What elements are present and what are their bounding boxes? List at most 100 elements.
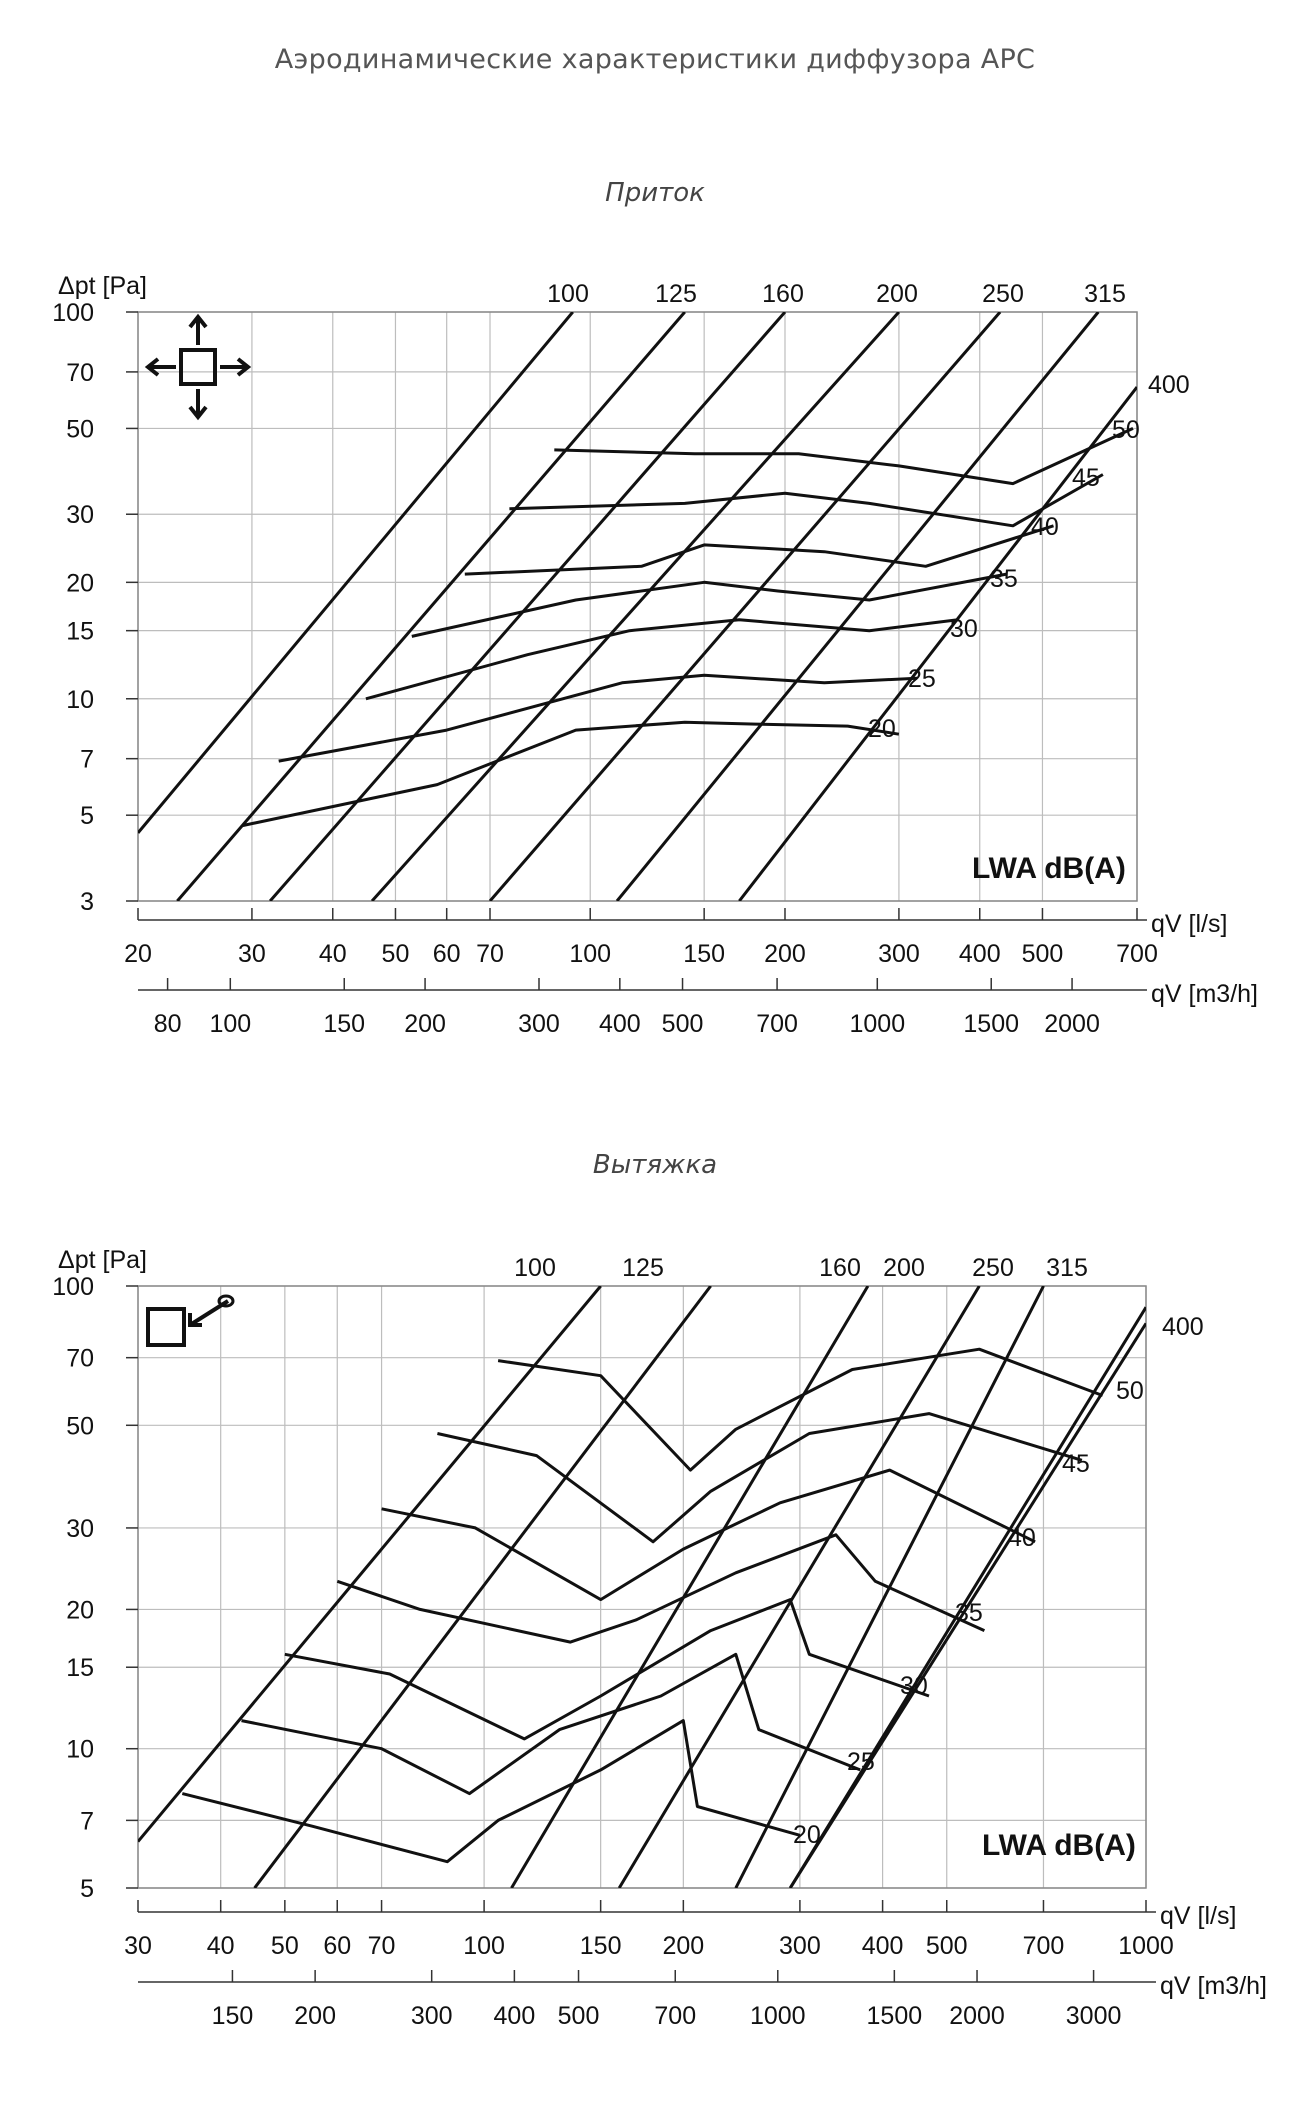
noise-line-35 [411,572,1007,638]
x2-tick-label: 100 [209,1010,251,1038]
x-tick-label: 60 [323,1932,351,1960]
y-tick-label: 3 [80,888,94,916]
x-tick-label: 300 [878,940,920,968]
size-line-160 [268,312,787,901]
x-tick-label: 50 [382,940,410,968]
noise-line-45 [509,473,1104,528]
right-label: 25 [847,1748,875,1776]
data-lines [138,312,1137,901]
noise-line-25 [241,1652,861,1796]
x2-axis-label: qV [m3/h] [1151,980,1258,1008]
right-label: 35 [990,565,1018,593]
x-tick-label: 100 [463,1932,505,1960]
x-tick-label: 70 [368,1932,396,1960]
right-label: 45 [1072,464,1100,492]
y-tick-label: 70 [66,359,94,387]
y-tick-label: 20 [66,569,94,597]
noise-line-30 [284,1598,930,1741]
section-title-extract: Вытяжка [592,1150,718,1180]
x2-tick-label: 1500 [867,2002,923,2030]
x-tick-label: 400 [959,940,1001,968]
right-label: 35 [955,1599,983,1627]
x-tick-label: 500 [1022,940,1064,968]
page-title: Аэродинамические характеристики диффузор… [274,44,1036,75]
size-line-125 [176,312,686,901]
size-line-100 [138,1286,602,1843]
data-lines [138,1286,1146,1888]
size-line-400 [788,1322,1146,1888]
size-label-top: 125 [622,1254,664,1282]
x2-tick-label: 1500 [963,1010,1019,1038]
y-axis-label: Δpt [Pa] [58,1246,147,1274]
size-label-top: 250 [972,1254,1014,1282]
noise-line-35 [336,1533,986,1644]
x2-tick-label: 2000 [949,2002,1005,2030]
right-label: 45 [1062,1450,1090,1478]
x2-tick-label: 500 [558,2002,600,2030]
plot-frame [137,1285,1147,1889]
x-tick-label: 400 [862,1932,904,1960]
y-tick-label: 10 [66,1736,94,1764]
y-tick-label: 20 [66,1596,94,1624]
x-tick-label: 40 [319,940,347,968]
noise-line-25 [278,673,918,763]
y-axis-label: Δpt [Pa] [58,272,147,300]
size-line-200 [617,1286,981,1888]
x-tick-label: 40 [207,1932,235,1960]
size-label-top: 315 [1084,280,1126,308]
size-label-top: 100 [547,280,589,308]
right-label: 30 [900,1672,928,1700]
y-tick-label: 100 [52,299,94,327]
x-tick-label: 20 [124,940,152,968]
x2-axis-label: qV [m3/h] [1160,1972,1267,2000]
y-tick-label: 5 [80,802,94,830]
x2-tick-label: 700 [654,2002,696,2030]
x2-tick-label: 500 [662,1010,704,1038]
y-tick-label: 50 [66,1412,94,1440]
x2-tick-label: 400 [494,2002,536,2030]
noise-line-40 [381,1468,1036,1602]
size-label-top: 250 [982,280,1024,308]
size-label-top: 200 [883,1254,925,1282]
x-tick-label: 60 [433,940,461,968]
x2-tick-label: 2000 [1044,1010,1100,1038]
right-label: 20 [793,1821,821,1849]
x-tick-label: 500 [926,1932,968,1960]
size-line-200 [370,312,901,901]
x-tick-label: 50 [271,1932,299,1960]
x2-tick-label: 80 [154,1010,182,1038]
y-tick-label: 15 [66,1654,94,1682]
right-label: 30 [950,615,978,643]
x-tick-label: 700 [1023,1932,1065,1960]
size-line-400 [738,386,1137,901]
y-tick-label: 50 [66,415,94,443]
y-tick-label: 15 [66,618,94,646]
noise-line-20 [181,1719,801,1864]
lwa-annotation: LWA dB(A) [972,852,1126,885]
x-tick-label: 70 [476,940,504,968]
size-label-top: 200 [876,280,918,308]
x2-tick-label: 3000 [1066,2002,1122,2030]
right-label: 40 [1008,1524,1036,1552]
size-line-315 [615,312,1100,901]
x-axis-label: qV [l/s] [1151,910,1227,938]
right-label: 50 [1112,416,1140,444]
y-tick-label: 30 [66,501,94,529]
y-tick-label: 7 [80,1807,94,1835]
noise-line-30 [365,618,959,701]
x-tick-label: 30 [238,940,266,968]
supply-four-way-arrows-icon [144,313,252,421]
noise-line-20 [242,720,900,828]
size-label-top: 315 [1046,1254,1088,1282]
size-label-top: 100 [514,1254,556,1282]
right-label: 40 [1031,513,1059,541]
x2-tick-label: 200 [294,2002,336,2030]
x-tick-label: 200 [764,940,806,968]
lwa-annotation: LWA dB(A) [982,1829,1136,1862]
x2-tick-label: 300 [411,2002,453,2030]
x-tick-label: 300 [779,1932,821,1960]
plot-frame [137,311,1138,902]
size-line-250 [488,312,1002,901]
